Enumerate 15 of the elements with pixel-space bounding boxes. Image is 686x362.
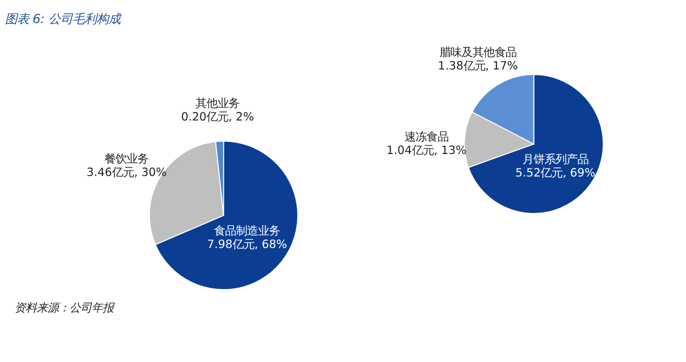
data-label: 0.20亿元, 2% <box>181 109 254 124</box>
data-label: 1.04亿元, 13% <box>386 142 467 157</box>
data-label: 7.98亿元, 68% <box>207 237 288 252</box>
pie-slice <box>468 74 604 214</box>
text: 资料来源：公司年报 <box>14 300 116 314</box>
data-label: 1.38亿元, 17% <box>438 58 518 72</box>
slice-label: 腊味及其他食品 <box>439 44 516 59</box>
slice-label: 食品制造业务 <box>214 224 280 238</box>
data-label: 5.52亿元, 69% <box>515 165 596 180</box>
data-label: 3.46亿元, 30% <box>86 164 167 179</box>
slice-label: 其他业务 <box>196 96 240 110</box>
slice-label: 餐饮业务 <box>104 152 149 166</box>
slice-label: 速冻食品 <box>404 130 448 144</box>
chart-title: 图表 6: 公司毛利构成 <box>4 12 123 26</box>
slice-label: 月饼系列产品 <box>522 152 588 166</box>
